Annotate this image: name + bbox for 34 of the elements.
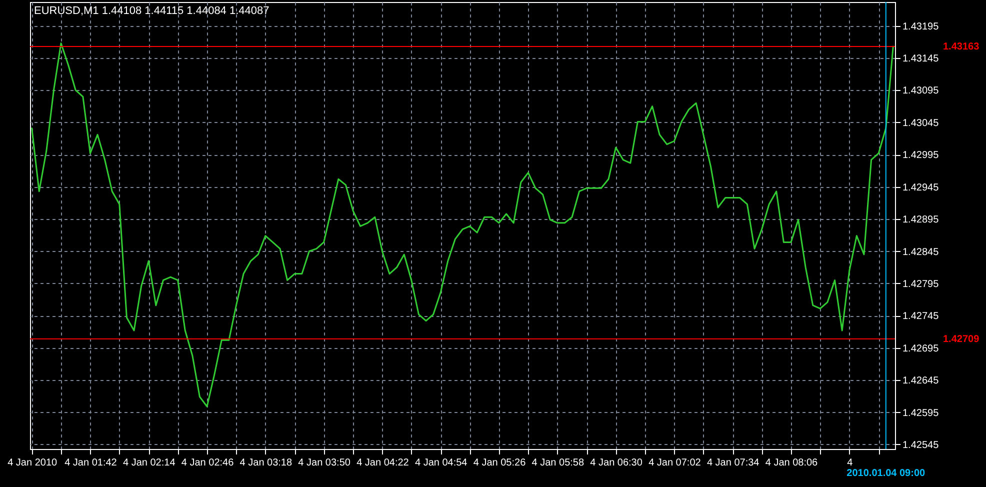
y-tick-label: 1.42845 [902, 246, 940, 258]
x-tick-label: 4 Jan 07:02 [648, 458, 702, 468]
x-tick-label: 4 Jan 04:54 [414, 458, 468, 468]
y-tick-label: 1.42945 [902, 182, 940, 194]
y-tick-label: 1.43045 [902, 118, 940, 129]
x-tick-label: 4 Jan 02:14 [122, 458, 176, 468]
y-tick-label: 1.42745 [902, 311, 940, 322]
y-tick-label: 1.42545 [902, 440, 940, 451]
x-tick-label: 4 Jan 03:50 [298, 458, 351, 468]
x-tick-label: 4 Jan 06:30 [590, 458, 643, 468]
x-tick-label: 4 Jan 08:06 [765, 458, 818, 468]
y-tick-label: 1.42645 [902, 376, 940, 387]
x-tick-label: 4 [847, 458, 854, 468]
ref-line-label: 1.43163 [943, 41, 980, 52]
chart-title: EURUSD,M1 1.44108 1.44115 1.44084 1.44087 [34, 5, 270, 17]
line-series [31, 42, 894, 408]
y-tick-label: 1.42995 [902, 150, 940, 162]
y-tick-label: 1.43195 [902, 21, 940, 32]
y-tick-label: 1.42695 [902, 343, 940, 354]
ref-line-label: 1.42709 [943, 334, 980, 345]
y-tick-label: 1.42795 [902, 278, 940, 290]
x-tick-label: 4 Jan 05:58 [532, 458, 584, 468]
y-tick-label: 1.43145 [902, 54, 940, 65]
x-tick-label: 4 Jan 03:18 [240, 458, 292, 468]
x-tick-label: 4 Jan 02:46 [181, 458, 234, 468]
x-tick-label: 4 Jan 05:26 [473, 458, 526, 468]
y-tick-label: 1.42595 [902, 408, 940, 419]
x-tick-label: 4 Jan 04:22 [356, 458, 410, 468]
x-tick-label: 4 Jan 07:34 [706, 458, 760, 468]
x-tick-label: 4 Jan 01:42 [64, 458, 118, 468]
x-tick-label: 2010.01.04 09:00 [846, 468, 926, 479]
y-tick-label: 1.43095 [902, 86, 940, 97]
x-tick-label: 4 Jan 2010 [8, 458, 58, 468]
y-tick-label: 1.42895 [902, 214, 940, 226]
